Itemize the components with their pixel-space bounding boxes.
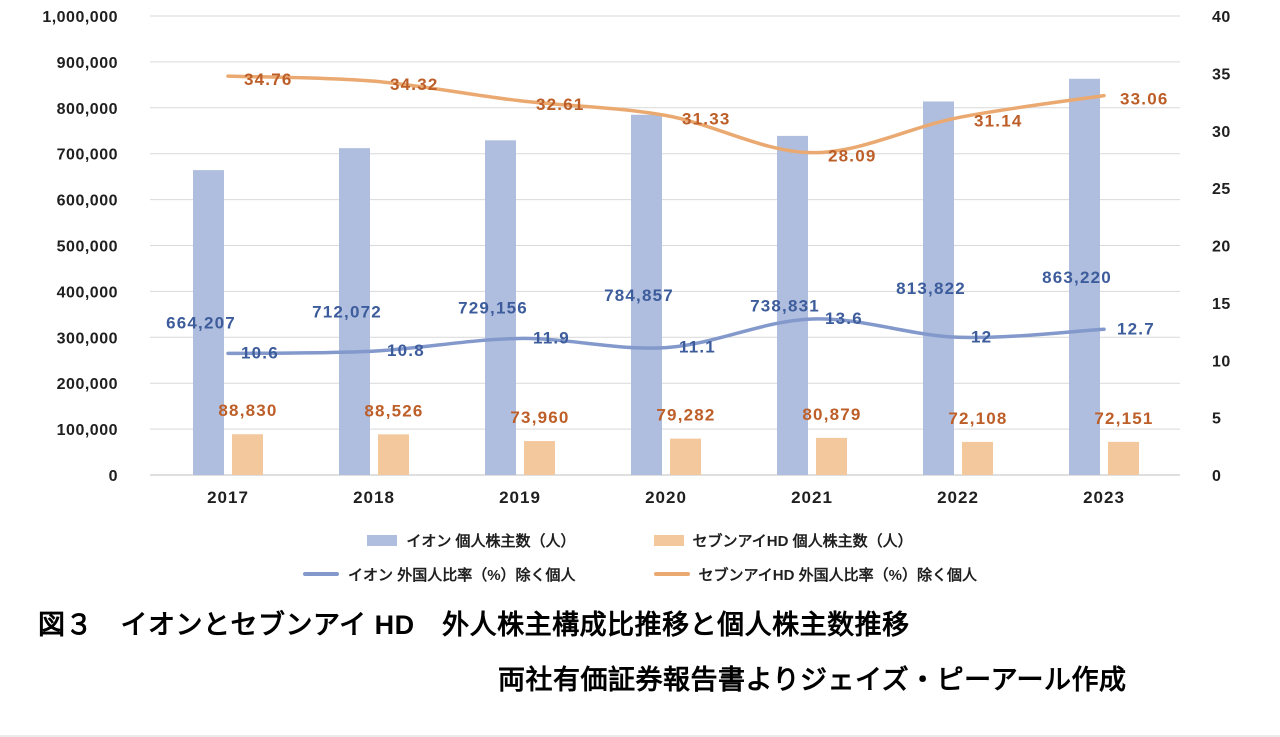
x-axis-label: 2020 (645, 488, 687, 507)
line-point-label-aeon: 10.6 (241, 343, 279, 362)
legend-label-aeon-foreign-ratio: イオン 外国人比率（%）除く個人 (348, 566, 576, 584)
right-axis-tick-label: 35 (1212, 66, 1231, 83)
bar-value-label-seven: 88,526 (364, 401, 423, 420)
x-axis-label: 2017 (207, 488, 249, 507)
line-point-label-aeon: 11.9 (533, 328, 570, 347)
bar-value-label-seven: 72,108 (948, 409, 1007, 428)
bar-value-label-seven: 73,960 (510, 408, 569, 427)
line-point-label-aeon: 12 (971, 327, 992, 346)
legend-item-aeon-foreign-ratio: イオン 外国人比率（%）除く個人 (303, 564, 576, 585)
legend-row-lines: イオン 外国人比率（%）除く個人 セブンアイHD 外国人比率（%）除く個人 (0, 561, 1280, 587)
left-axis-tick-label: 1,000,000 (42, 9, 118, 26)
bar-value-label-aeon: 813,822 (896, 279, 966, 298)
line-point-label-seven: 34.32 (390, 75, 439, 94)
left-axis-tick-label: 500,000 (57, 239, 118, 256)
right-axis-tick-label: 40 (1212, 9, 1231, 26)
left-axis-tick-label: 800,000 (57, 101, 118, 118)
figure-caption-source: 両社有価証券報告書よりジェイズ・ピーアール作成 (498, 665, 1127, 695)
right-axis-tick-label: 25 (1212, 181, 1231, 198)
bar-value-label-aeon: 712,072 (312, 303, 382, 322)
x-axis-label: 2022 (937, 488, 979, 507)
bar-aeon (193, 170, 224, 476)
left-axis-tick-label: 600,000 (57, 193, 118, 210)
bar-value-label-seven: 88,830 (218, 401, 277, 420)
bar-aeon (777, 135, 808, 475)
line-seven (226, 74, 1106, 155)
right-axis-tick-label: 30 (1212, 124, 1231, 141)
line-point-label-aeon: 12.7 (1117, 319, 1155, 338)
line-point-label-seven: 34.76 (244, 70, 293, 89)
left-axis-tick-label: 0 (109, 468, 118, 485)
left-axis-tick-label: 900,000 (57, 55, 118, 72)
bar-seven (232, 434, 263, 475)
bar-seven (962, 441, 993, 475)
x-axis-label: 2023 (1083, 488, 1125, 507)
bar-aeon (631, 114, 662, 475)
left-axis-tick-label: 700,000 (57, 147, 118, 164)
line-aeon (226, 317, 1106, 356)
line-point-label-seven: 31.14 (974, 112, 1023, 131)
bar-value-label-seven: 80,879 (802, 405, 861, 424)
bar-seven (378, 434, 409, 475)
legend-swatch-seven-line (653, 572, 690, 576)
legend-item-seven-shareholders: セブンアイHD 個人株主数（人） (653, 530, 913, 551)
combo-chart-canvas: 0 100,000 200,000 300,000 400,000 500,000 600,… (42, 9, 1231, 507)
legend-label-seven-foreign-ratio: セブンアイHD 外国人比率（%）除く個人 (698, 566, 977, 584)
right-axis-tick-label: 5 (1212, 411, 1221, 428)
legend-swatch-aeon-bar (367, 534, 398, 546)
bar-aeon (923, 101, 954, 476)
line-point-label-aeon: 11.1 (679, 338, 716, 357)
line-point-label-seven: 31.33 (682, 109, 731, 128)
left-axis-tick-label: 400,000 (57, 284, 118, 301)
line-point-label-aeon: 13.6 (825, 309, 863, 328)
bar-value-label-seven: 72,151 (1094, 409, 1153, 428)
legend-swatch-seven-bar (653, 534, 684, 546)
bar-aeon (1069, 78, 1100, 476)
bar-value-label-aeon: 863,220 (1042, 268, 1112, 287)
bar-seven (816, 437, 847, 475)
left-axis-tick-label: 200,000 (57, 376, 118, 393)
bar-seven (524, 441, 555, 475)
bar-value-label-aeon: 729,156 (458, 299, 528, 318)
bar-seven (1108, 441, 1139, 475)
figure-caption: 図３ イオンとセブンアイ HD 外人株主構成比推移と個人株主数推移 両社有価証券… (38, 603, 1280, 697)
legend-label-aeon-shareholders: イオン 個人株主数（人） (406, 532, 576, 550)
bar-aeon (339, 148, 370, 476)
right-axis-tick-label: 20 (1212, 239, 1231, 256)
line-point-label-seven: 32.61 (536, 95, 585, 114)
x-axis-label: 2018 (353, 488, 395, 507)
x-axis-label: 2019 (499, 488, 541, 507)
legend-item-seven-foreign-ratio: セブンアイHD 外国人比率（%）除く個人 (653, 564, 977, 585)
bar-value-label-aeon: 784,857 (604, 286, 674, 305)
legend-swatch-aeon-line (303, 572, 340, 576)
left-axis-tick-label: 300,000 (57, 330, 118, 347)
legend-label-seven-shareholders: セブンアイHD 個人株主数（人） (692, 532, 913, 550)
line-point-label-seven: 28.09 (828, 147, 877, 166)
legend-item-aeon-shareholders: イオン 個人株主数（人） (367, 530, 576, 551)
right-axis-tick-label: 10 (1212, 353, 1231, 370)
line-point-label-aeon: 10.8 (387, 341, 425, 360)
figure-caption-title: 図３ イオンとセブンアイ HD 外人株主構成比推移と個人株主数推移 (38, 610, 910, 640)
x-axis-label: 2021 (791, 488, 833, 507)
bar-value-label-aeon: 738,831 (750, 296, 820, 315)
line-point-label-seven: 33.06 (1120, 90, 1169, 109)
bar-seven (670, 438, 701, 475)
bar-value-label-aeon: 664,207 (166, 314, 236, 333)
right-axis-tick-label: 15 (1212, 296, 1231, 313)
bar-aeon (485, 140, 516, 476)
left-axis-tick-label: 100,000 (57, 422, 118, 439)
chart-legend: イオン 個人株主数（人） セブンアイHD 個人株主数（人） イオン 外国人比率（… (0, 527, 1280, 587)
bar-value-label-seven: 79,282 (656, 406, 715, 425)
legend-row-bars: イオン 個人株主数（人） セブンアイHD 個人株主数（人） (0, 527, 1280, 553)
right-axis-tick-label: 0 (1212, 468, 1221, 485)
